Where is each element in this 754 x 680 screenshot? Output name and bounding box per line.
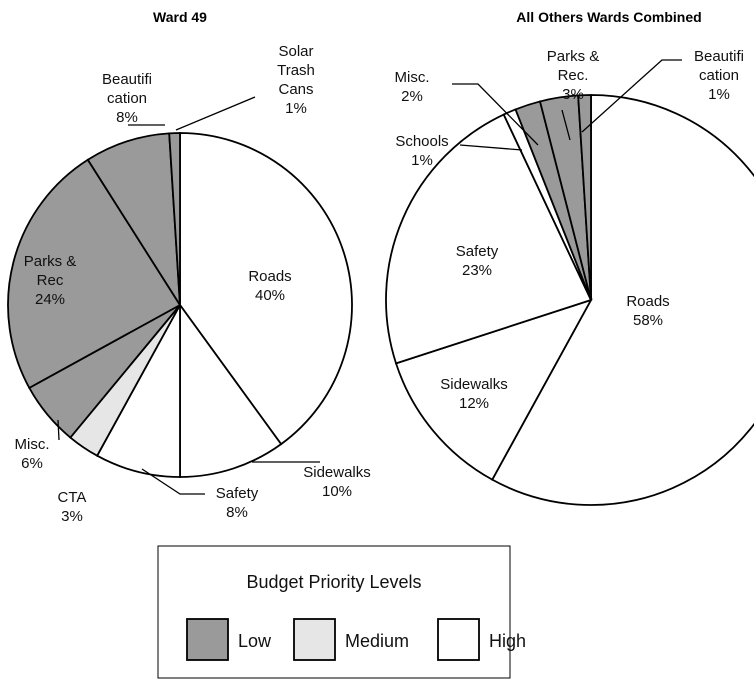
ward49-leader-misc <box>57 419 60 441</box>
legend-label-medium: Medium <box>345 631 409 651</box>
ward49-label-safety: Safety 8% <box>216 485 259 521</box>
others-label-misc: Misc. 2% <box>395 69 430 105</box>
others-label-schools: Schools 1% <box>395 133 448 169</box>
ward49-slice-solar-trash-cans <box>168 132 181 306</box>
ward49-slice-parks-and-rec <box>7 158 182 390</box>
others-slice-beautification <box>577 94 592 301</box>
others-leader-parks-and-rec <box>561 109 571 141</box>
ward49-slice-sidewalks <box>179 302 283 478</box>
others-label-safety: Safety 23% <box>456 243 499 279</box>
legend-swatch-high <box>437 618 480 661</box>
others-slice-sidewalks <box>394 298 593 481</box>
others-leader-schools <box>459 144 523 151</box>
ward49-label-parks-and-rec: Parks & Rec 24% <box>24 253 77 308</box>
legend-swatch-low <box>186 618 229 661</box>
legend-label-high: High <box>489 631 526 651</box>
ward49-label-sidewalks: Sidewalks 10% <box>303 464 371 500</box>
others-slice-roads <box>491 94 754 506</box>
others-label-parks-and-rec: Parks & Rec. 3% <box>547 48 600 103</box>
ward49-label-beautification: Beautifi cation 8% <box>102 71 152 126</box>
others-leader-misc <box>452 83 539 146</box>
others-chart-title: All Others Wards Combined <box>516 9 701 25</box>
ward49-label-solar-trash-cans: Solar Trash Cans 1% <box>277 43 315 117</box>
ward49-pie: Roads 40% Sidewalks 10% Safety 8% CTA 3% Misc. 6%… <box>7 43 371 525</box>
others-label-beautification: Beautifi cation 1% <box>694 48 744 103</box>
ward49-leader-safety <box>141 468 205 495</box>
others-pie: Roads 58% Sidewalks 12% Safety 23% Schools 1% Mi… <box>385 48 754 506</box>
ward49-slice-roads <box>179 132 353 446</box>
ward49-leader-solar-trash-cans <box>175 96 256 131</box>
ward49-chart-title: Ward 49 <box>153 9 207 25</box>
legend-swatch-medium <box>293 618 336 661</box>
others-label-roads: Roads 58% <box>626 293 669 329</box>
others-label-sidewalks: Sidewalks 12% <box>440 376 508 412</box>
ward49-label-roads: Roads 40% <box>248 268 291 304</box>
others-leader-beautification <box>581 59 682 133</box>
legend-label-low: Low <box>238 631 272 651</box>
others-slice-safety <box>385 113 593 365</box>
legend-title: Budget Priority Levels <box>246 572 421 592</box>
legend: Budget Priority Levels Low Medium High <box>157 545 526 679</box>
ward49-label-cta: CTA 3% <box>58 489 87 525</box>
ward49-label-misc: Misc. 6% <box>15 436 50 472</box>
